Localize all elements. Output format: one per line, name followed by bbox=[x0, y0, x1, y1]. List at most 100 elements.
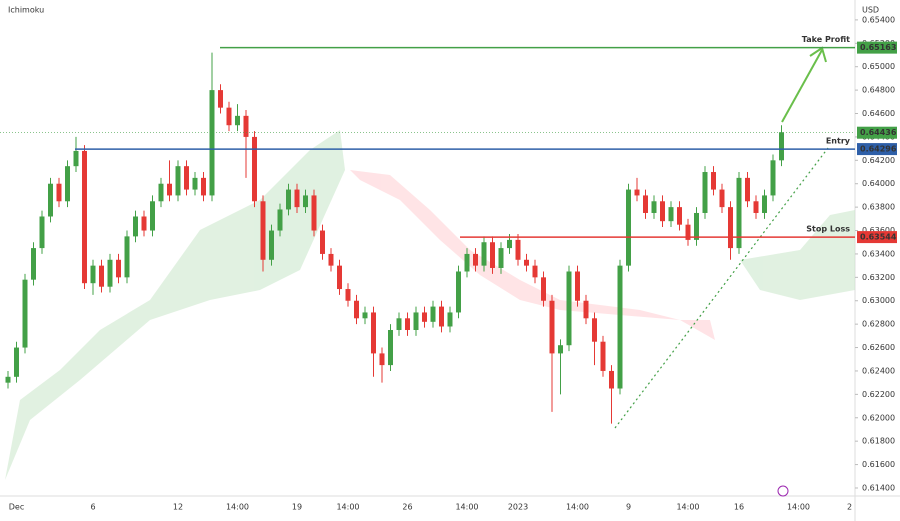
y-tick-label: 0.65400 bbox=[862, 15, 895, 24]
candle-body bbox=[643, 195, 648, 213]
candle-body bbox=[702, 172, 708, 213]
cloud-bearish bbox=[350, 170, 715, 340]
candle-body bbox=[116, 259, 121, 278]
candle-body bbox=[762, 195, 767, 213]
candle-body bbox=[617, 265, 623, 389]
candle-body bbox=[685, 224, 691, 240]
candle-body bbox=[558, 345, 563, 354]
candle-body bbox=[260, 201, 266, 260]
trendline bbox=[614, 147, 829, 429]
y-tick-label: 0.61600 bbox=[862, 460, 895, 469]
x-tick-label: 14:00 bbox=[336, 503, 359, 512]
candle-body bbox=[65, 166, 70, 202]
candle-body bbox=[201, 177, 206, 196]
y-tick-label: 0.62000 bbox=[862, 413, 895, 422]
candle-body bbox=[609, 370, 614, 389]
candle-body bbox=[39, 216, 45, 249]
level-name: Entry bbox=[826, 137, 851, 146]
candle-body bbox=[694, 212, 699, 240]
y-tick-label: 0.65000 bbox=[862, 62, 895, 71]
candle-body bbox=[439, 306, 444, 327]
candle-body bbox=[430, 306, 436, 322]
candle-body bbox=[99, 265, 104, 287]
x-tick-label: 14:00 bbox=[226, 503, 249, 512]
candle-body bbox=[56, 183, 62, 202]
price-tag bbox=[857, 126, 897, 139]
candle-body bbox=[218, 90, 223, 108]
x-tick-label: 19 bbox=[292, 503, 302, 512]
cloud-bullish bbox=[740, 210, 855, 300]
candle-body bbox=[396, 318, 402, 330]
candle-body bbox=[252, 136, 257, 202]
candle-body bbox=[583, 300, 589, 319]
target-arrow bbox=[781, 49, 823, 123]
candle-body bbox=[303, 195, 308, 208]
y-tick-label: 0.62400 bbox=[862, 366, 895, 375]
price-tag bbox=[857, 143, 897, 156]
candle-body bbox=[388, 330, 393, 366]
y-tick-label: 0.62200 bbox=[862, 390, 895, 399]
candle-body bbox=[668, 207, 674, 222]
x-tick-label: 14:00 bbox=[566, 503, 589, 512]
x-tick-label: 14:00 bbox=[787, 503, 810, 512]
candle-body bbox=[711, 172, 716, 190]
candle-body bbox=[549, 300, 555, 354]
y-tick-label: 0.64200 bbox=[862, 156, 895, 165]
x-tick-label: 6 bbox=[90, 503, 95, 512]
x-tick-label: Dec bbox=[9, 503, 24, 512]
candle-body bbox=[167, 183, 172, 196]
cloud-bullish bbox=[5, 130, 345, 480]
candle-body bbox=[498, 248, 504, 268]
candle-body bbox=[226, 107, 232, 126]
candle-body bbox=[447, 312, 453, 327]
candle-body bbox=[192, 177, 198, 190]
candle-body bbox=[379, 353, 385, 366]
candle-body bbox=[770, 160, 776, 196]
candle-body bbox=[473, 253, 478, 266]
candle-body bbox=[141, 216, 147, 231]
candle-body bbox=[354, 300, 359, 319]
candle-body bbox=[719, 189, 725, 208]
x-tick-label: 2023 bbox=[508, 503, 528, 512]
candle-body bbox=[31, 248, 36, 280]
y-tick-label: 0.63800 bbox=[862, 203, 895, 212]
event-icon bbox=[777, 485, 789, 497]
candle-body bbox=[328, 253, 334, 266]
candle-body bbox=[371, 312, 376, 354]
candle-body bbox=[14, 347, 19, 377]
candle-body bbox=[736, 177, 742, 249]
candle-body bbox=[515, 239, 521, 260]
y-tick-label: 0.63400 bbox=[862, 249, 895, 258]
level-name: Take Profit bbox=[802, 35, 850, 44]
candle-body bbox=[422, 312, 427, 322]
candle-body bbox=[175, 166, 181, 196]
candle-body bbox=[626, 189, 631, 266]
candle-body bbox=[107, 259, 113, 287]
candle-body bbox=[158, 183, 164, 202]
candle-body bbox=[362, 312, 368, 319]
candle-body bbox=[235, 115, 240, 126]
x-tick-label: 2 bbox=[847, 503, 852, 512]
candle-body bbox=[728, 207, 733, 249]
candle-body bbox=[464, 253, 470, 272]
candle-body bbox=[124, 236, 130, 278]
candle-body bbox=[345, 289, 351, 301]
candle-body bbox=[524, 259, 529, 266]
candle-body bbox=[507, 239, 512, 249]
x-tick-label: 14:00 bbox=[455, 503, 478, 512]
candle-body bbox=[90, 265, 96, 284]
x-tick-label: 12 bbox=[173, 503, 183, 512]
candle-body bbox=[184, 166, 189, 190]
x-tick-label: 14:00 bbox=[676, 503, 699, 512]
candle-body bbox=[541, 277, 546, 301]
y-tick-label: 0.61800 bbox=[862, 437, 895, 446]
level-name: Stop Loss bbox=[806, 225, 850, 234]
price-tag-label: 0.64436 bbox=[860, 128, 897, 137]
candle-body bbox=[277, 209, 283, 231]
candle-body bbox=[490, 242, 495, 268]
candle-body bbox=[753, 201, 759, 213]
candle-body bbox=[133, 216, 138, 237]
candle-body bbox=[677, 207, 682, 225]
y-tick-label: 0.62600 bbox=[862, 343, 895, 352]
x-tick-label: 26 bbox=[402, 503, 412, 512]
